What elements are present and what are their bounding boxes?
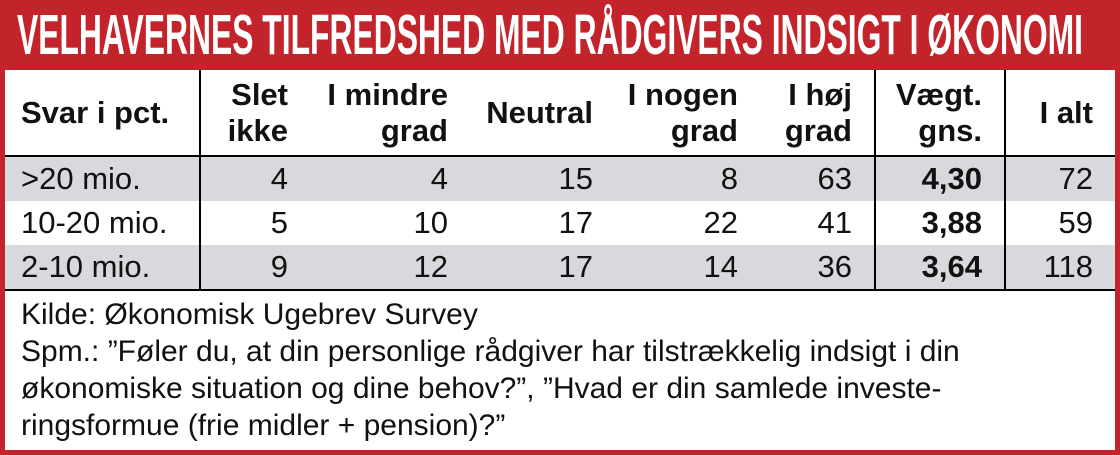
- value-cell: 14: [615, 245, 760, 291]
- question-line-3: ringsformue (frie midler + pension)?”: [21, 409, 506, 442]
- header-cell-i-alt: I alt: [1005, 70, 1115, 157]
- header-cell-i-nogen-grad: I nogen grad: [615, 70, 760, 157]
- header-cell-neutral: Neutral: [470, 70, 615, 157]
- value-cell: 8: [615, 156, 760, 201]
- total-cell: 59: [1058, 205, 1093, 240]
- value-cell: 22: [703, 205, 738, 240]
- value-cell: 63: [760, 156, 876, 201]
- stats-table: Svar i pct. Slet ikke I mindre grad Neut…: [5, 70, 1115, 291]
- value-cell: 4: [310, 156, 470, 201]
- weighted-avg-cell: 4,30: [875, 156, 1006, 201]
- value-cell: 36: [760, 245, 876, 291]
- question-line-1: Spm.: ”Føler du, at din personlige rådgi…: [21, 335, 960, 368]
- header-cell-slet-ikke: Slet ikke: [200, 70, 310, 157]
- value-cell: 4: [200, 156, 310, 201]
- value-cell: 15: [470, 156, 615, 201]
- question-line-2: økonomiske situation og dine behov?”, ”H…: [21, 372, 942, 405]
- row-label: >20 mio.: [5, 156, 201, 201]
- table-row: 2-10 mio. 9 12 17 14 36 3,64 118: [5, 245, 1115, 291]
- total-cell: 72: [1005, 156, 1115, 201]
- row-label: 2-10 mio.: [5, 245, 201, 291]
- row-label: 10-20 mio.: [5, 201, 201, 245]
- title-banner-svg: VELHAVERNES TILFREDSHED MED RÅDGIVERS IN…: [17, 3, 1083, 67]
- table-panel: Svar i pct. Slet ikke I mindre grad Neut…: [5, 70, 1115, 450]
- title-banner: VELHAVERNES TILFREDSHED MED RÅDGIVERS IN…: [0, 0, 1120, 70]
- table-row: 10-20 mio. 5 10 17 22 41 3,88 59: [5, 201, 1115, 245]
- source-line: Kilde: Økonomisk Ugebrev Survey: [21, 298, 478, 331]
- value-cell: 10: [413, 205, 448, 240]
- table-header-row: Svar i pct. Slet ikke I mindre grad Neut…: [5, 70, 1115, 157]
- value-cell: 17: [470, 245, 615, 291]
- page-title: VELHAVERNES TILFREDSHED MED RÅDGIVERS IN…: [17, 3, 1083, 67]
- total-cell: 118: [1005, 245, 1115, 291]
- weighted-avg-cell: 3,64: [875, 245, 1006, 291]
- footer-notes: Kilde: Økonomisk Ugebrev Survey Spm.: ”F…: [5, 291, 1115, 444]
- value-cell: 5: [270, 205, 288, 240]
- header-cell-i-hoej-grad: I høj grad: [760, 70, 876, 157]
- header-cell-i-mindre-grad: I mindre grad: [310, 70, 470, 157]
- value-cell: 17: [558, 205, 593, 240]
- table-row: >20 mio. 4 4 15 8 63 4,30 72: [5, 156, 1115, 201]
- value-cell: 12: [310, 245, 470, 291]
- header-cell-vaegt-gns: Vægt. gns.: [875, 70, 1006, 157]
- header-cell-unit: Svar i pct.: [5, 70, 201, 157]
- value-cell: 9: [200, 245, 310, 291]
- value-cell: 41: [760, 201, 876, 245]
- weighted-avg-cell: 3,88: [875, 201, 1006, 245]
